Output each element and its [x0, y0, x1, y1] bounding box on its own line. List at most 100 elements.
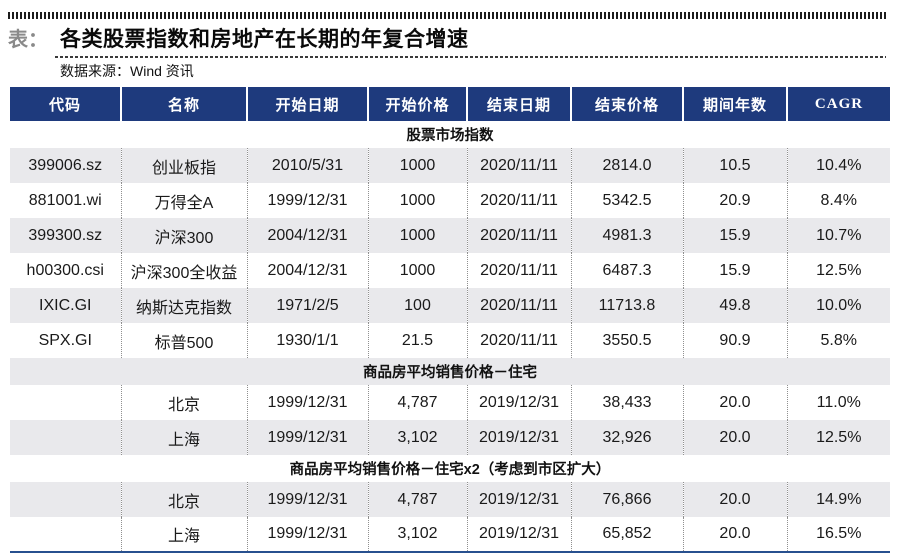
cell: 2020/11/11 — [466, 218, 571, 253]
cell: 1000 — [367, 148, 467, 183]
cell: 20.0 — [682, 420, 787, 455]
cell: 2020/11/11 — [466, 183, 571, 218]
cell: 上海 — [120, 420, 247, 455]
cell: 10.0% — [786, 288, 890, 323]
cell: 2814.0 — [570, 148, 683, 183]
cell: 1000 — [367, 253, 467, 288]
cell: 1971/2/5 — [246, 288, 368, 323]
cell: 4981.3 — [570, 218, 683, 253]
cell: 1999/12/31 — [246, 183, 368, 218]
page-title: 各类股票指数和房地产在长期的年复合增速 — [60, 28, 469, 51]
cell: 49.8 — [682, 288, 787, 323]
cell: 1000 — [367, 218, 467, 253]
col-header-code: 代码 — [10, 87, 121, 121]
cell: 10.7% — [786, 218, 890, 253]
table-row: 上海 1999/12/31 3,102 2019/12/31 65,852 20.0 16.… — [10, 517, 890, 552]
cell: 8.4% — [786, 183, 890, 218]
cell: 11713.8 — [570, 288, 683, 323]
cell: 2019/12/31 — [466, 385, 571, 420]
cell: 2010/5/31 — [246, 148, 368, 183]
cell: 1999/12/31 — [246, 385, 368, 420]
table-row: 399006.sz 创业板指 2010/5/31 1000 2020/11/11 2814… — [10, 148, 890, 183]
section-title: 商品房平均销售价格－住宅 — [363, 365, 537, 381]
cell: 2019/12/31 — [466, 420, 571, 455]
cell: 纳斯达克指数 — [120, 288, 247, 323]
cell: 399006.sz — [28, 156, 103, 174]
cell: 11.0% — [786, 385, 890, 420]
data-source: 数据来源：Wind 资讯 — [60, 63, 194, 79]
col-header-end-price: 结束价格 — [570, 87, 683, 121]
table-body: 股票市场指数 399006.sz 创业板指 2010/5/31 1000 2020/11/… — [10, 121, 890, 552]
cell: 5342.5 — [570, 183, 683, 218]
cell: 1000 — [367, 183, 467, 218]
cell: 15.9 — [682, 218, 787, 253]
cell: 65,852 — [570, 517, 683, 552]
col-header-end-date: 结束日期 — [466, 87, 571, 121]
cell — [10, 517, 121, 552]
cell: 1930/1/1 — [246, 323, 368, 358]
cagr-table: 代码 名称 开始日期 开始价格 结束日期 结束价格 期间年数 CAGR 股票市场… — [10, 87, 890, 553]
cell: 2019/12/31 — [466, 517, 571, 552]
table-row: 北京 1999/12/31 4,787 2019/12/31 38,433 20.0 11.… — [10, 385, 890, 420]
cell: 6487.3 — [570, 253, 683, 288]
title-dashed-underline — [55, 56, 886, 58]
cell: 北京 — [120, 385, 247, 420]
table-row: SPX.GI 标普500 1930/1/1 21.5 2020/11/11 3550.5 9… — [10, 323, 890, 358]
header-row: 代码 名称 开始日期 开始价格 结束日期 结束价格 期间年数 CAGR — [10, 87, 890, 121]
cell: 20.0 — [682, 517, 787, 552]
cell: 2004/12/31 — [246, 218, 368, 253]
cell: 沪深300 — [120, 218, 247, 253]
cell: 38,433 — [570, 385, 683, 420]
cell: 20.0 — [682, 385, 787, 420]
cell: 14.9% — [786, 482, 890, 517]
cell: 12.5% — [786, 420, 890, 455]
cell: 15.9 — [682, 253, 787, 288]
section-row: 商品房平均销售价格－住宅 — [10, 358, 890, 385]
table-label: 表： — [8, 29, 48, 51]
cell: 沪深300全收益 — [120, 253, 247, 288]
table-row: 399300.sz 沪深300 2004/12/31 1000 2020/11/11 49… — [10, 218, 890, 253]
cell: SPX.GI — [38, 331, 92, 349]
cell: 1999/12/31 — [246, 482, 368, 517]
cell: 3,102 — [367, 420, 467, 455]
cell: 3,102 — [367, 517, 467, 552]
title-line: 表： 各类股票指数和房地产在长期的年复合增速 — [0, 23, 900, 53]
table-row: IXIC.GI 纳斯达克指数 1971/2/5 100 2020/11/11 11713.… — [10, 288, 890, 323]
cell: 90.9 — [682, 323, 787, 358]
cell: 北京 — [120, 482, 247, 517]
cell: 2020/11/11 — [466, 323, 571, 358]
top-dashed-border — [8, 12, 886, 19]
cell: 万得全A — [120, 183, 247, 218]
table-row: 上海 1999/12/31 3,102 2019/12/31 32,926 20.0 12.… — [10, 420, 890, 455]
cell: 10.5 — [682, 148, 787, 183]
cell: 2004/12/31 — [246, 253, 368, 288]
cell: 2019/12/31 — [466, 482, 571, 517]
cell: 881001.wi — [28, 191, 102, 209]
col-header-start-price: 开始价格 — [367, 87, 467, 121]
cell: IXIC.GI — [39, 296, 92, 314]
col-header-start-date: 开始日期 — [246, 87, 368, 121]
table-row: 881001.wi 万得全A 1999/12/31 1000 2020/11/11 534… — [10, 183, 890, 218]
section-title: 商品房平均销售价格－住宅x2（考虑到市区扩大） — [289, 462, 611, 478]
cell: 2020/11/11 — [466, 253, 571, 288]
cell: 16.5% — [786, 517, 890, 552]
col-header-cagr: CAGR — [786, 87, 890, 121]
cell: 20.0 — [682, 482, 787, 517]
cell — [10, 482, 121, 517]
table-row: h00300.csi 沪深300全收益 2004/12/31 1000 2020/11/… — [10, 253, 890, 288]
col-header-years: 期间年数 — [682, 87, 787, 121]
cell: 32,926 — [570, 420, 683, 455]
cell: 5.8% — [786, 323, 890, 358]
cell: 20.9 — [682, 183, 787, 218]
section-title: 股票市场指数 — [406, 128, 494, 144]
cell: 10.4% — [786, 148, 890, 183]
section-row: 股票市场指数 — [10, 121, 890, 148]
cell: 创业板指 — [120, 148, 247, 183]
cell: 399300.sz — [28, 226, 103, 244]
table-row: 北京 1999/12/31 4,787 2019/12/31 76,866 20.0 14.… — [10, 482, 890, 517]
col-header-name: 名称 — [120, 87, 247, 121]
cell: 12.5% — [786, 253, 890, 288]
cell — [10, 385, 121, 420]
cell: 4,787 — [367, 385, 467, 420]
